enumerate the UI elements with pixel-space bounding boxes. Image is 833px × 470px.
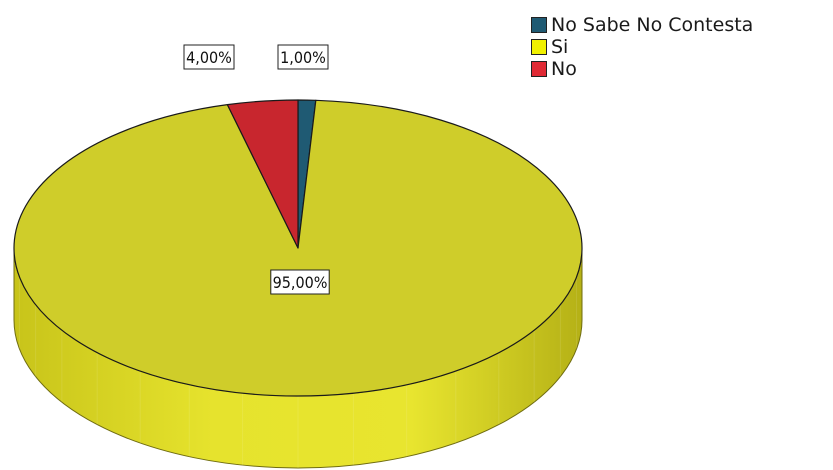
legend-label-no: No (551, 58, 577, 80)
pie-label-box-1 (270, 269, 330, 295)
legend-label-no-sabe: No Sabe No Contesta (551, 14, 754, 36)
legend-label-si: Si (551, 36, 569, 58)
legend-item-no: No (531, 58, 753, 80)
pie-slices (13, 99, 583, 397)
pie-slice-2 (226, 99, 299, 249)
legend-item-no-sabe: No Sabe No Contesta (531, 14, 753, 36)
pie-label-text-2: 4,00% (186, 48, 232, 67)
legend-swatch-si (531, 39, 547, 55)
legend: No Sabe No Contesta Si No (531, 14, 753, 80)
pie-label-box-2 (183, 44, 235, 70)
legend-item-si: Si (531, 36, 753, 58)
legend-swatch-no (531, 61, 547, 77)
pie-label-text-0: 1,00% (280, 48, 326, 67)
pie-data-labels: 1,00% 95,00% 4,00% (183, 44, 330, 295)
pie-label-text-1: 95,00% (273, 273, 328, 292)
legend-swatch-no-sabe (531, 17, 547, 33)
pie-label-box-0 (277, 44, 329, 70)
